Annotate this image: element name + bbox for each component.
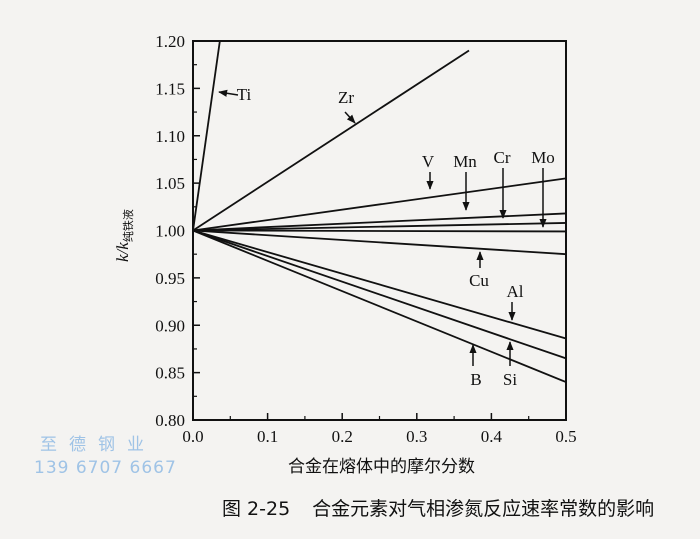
y-axis-label: k/k纯铁液 xyxy=(113,209,135,262)
arrow-icon xyxy=(218,89,239,97)
series-line-cr xyxy=(192,222,567,232)
series-line-si xyxy=(192,229,567,360)
series-label-v: V xyxy=(422,152,435,171)
y-tick-label: 0.85 xyxy=(155,364,185,383)
series-label-mo: Mo xyxy=(531,148,555,167)
series-label-zr: Zr xyxy=(338,88,354,107)
y-tick-label: 1.20 xyxy=(155,32,185,51)
x-tick-label: 0.4 xyxy=(481,427,503,446)
series-line-zr xyxy=(192,49,470,232)
y-tick-label: 0.80 xyxy=(155,411,185,430)
series-line-v xyxy=(192,177,567,232)
y-tick-label: 1.00 xyxy=(155,222,185,241)
y-tick-label: 1.15 xyxy=(155,79,185,98)
figure-number: 图 2-25 xyxy=(222,498,291,520)
series-annotations: Ti Zr V Mn Cr Mo Cu Al Si B xyxy=(218,85,555,389)
figure-caption: 图 2-25 合金元素对气相渗氮反应速率常数的影响 xyxy=(222,494,654,521)
y-tick-label: 0.95 xyxy=(155,269,185,288)
series-line-al xyxy=(192,229,567,340)
y-tick-label: 0.90 xyxy=(155,316,185,335)
x-tick-label: 0.2 xyxy=(332,427,353,446)
x-tick-label: 0.5 xyxy=(555,427,576,446)
series-label-cu: Cu xyxy=(469,271,489,290)
series-label-al: Al xyxy=(507,282,524,301)
series-label-cr: Cr xyxy=(494,148,511,167)
series-line-b xyxy=(192,229,567,383)
series-label-si: Si xyxy=(503,370,517,389)
x-tick-label: 0.0 xyxy=(182,427,203,446)
series-label-mn: Mn xyxy=(453,152,477,171)
series-line-cu xyxy=(192,229,567,256)
watermark-phone: 139 6707 6667 xyxy=(34,458,177,478)
y-tick-label: 1.10 xyxy=(155,127,185,146)
series-line-mo xyxy=(192,229,567,233)
series-label-b: B xyxy=(470,370,481,389)
caption-text: 合金元素对气相渗氮反应速率常数的影响 xyxy=(312,498,655,520)
y-tick-label: 1.05 xyxy=(155,174,185,193)
series-label-ti: Ti xyxy=(237,85,252,104)
x-tick-label: 0.3 xyxy=(406,427,427,446)
x-tick-label: 0.1 xyxy=(257,427,278,446)
x-axis-label: 合金在熔体中的摩尔分数 xyxy=(288,457,475,477)
watermark-company: 至德钢业 xyxy=(40,435,156,455)
series-line-ti xyxy=(192,40,221,231)
arrow-icon xyxy=(344,111,356,124)
